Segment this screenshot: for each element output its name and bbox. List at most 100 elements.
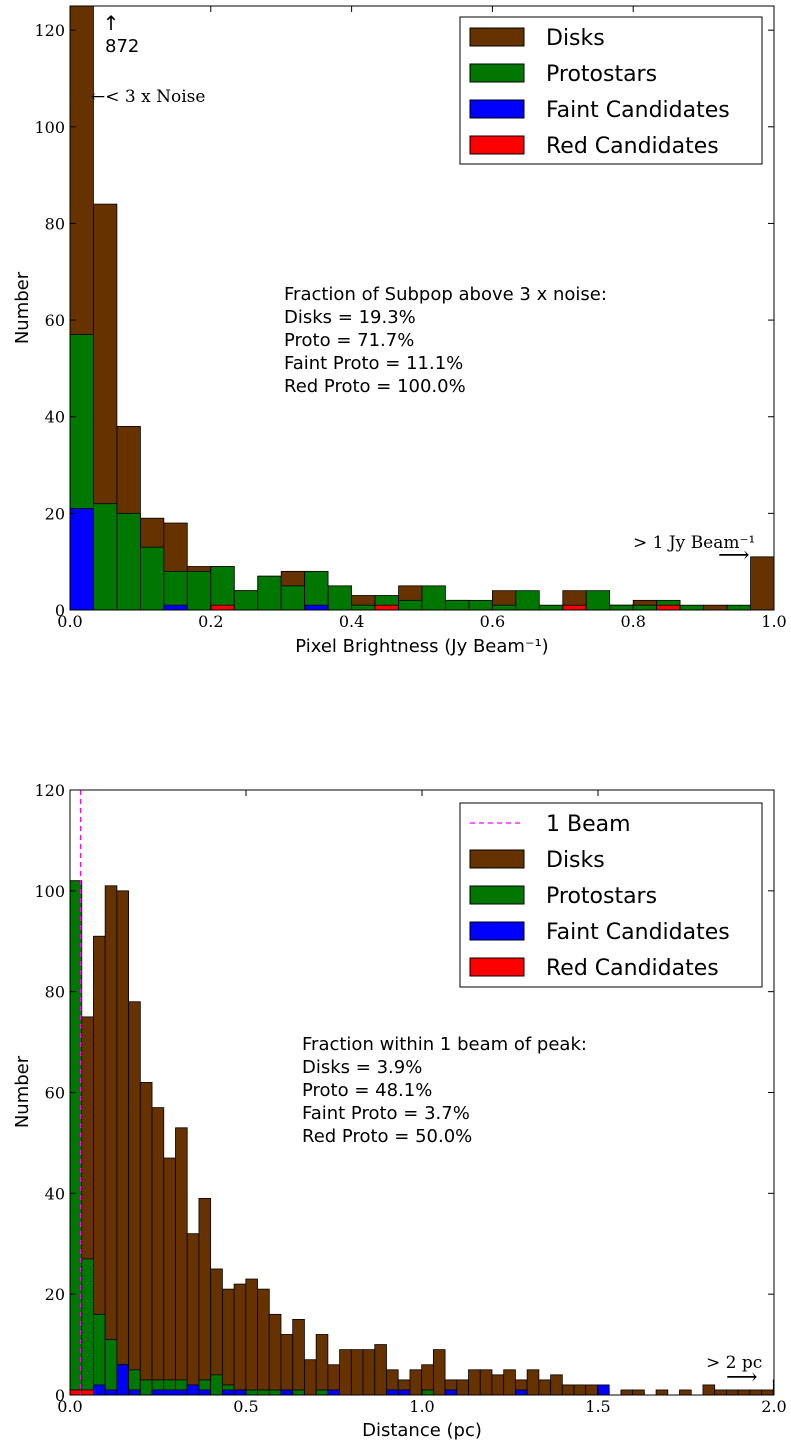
bar-disks <box>116 890 130 1396</box>
bar-protostars <box>257 1389 270 1396</box>
bar-disks <box>749 1389 762 1396</box>
legend-label: Disks <box>546 848 605 873</box>
fraction-line: Disks = 3.9% <box>302 1057 422 1078</box>
bar-faint-candidates <box>69 508 94 611</box>
legend-label: Faint Candidates <box>546 98 730 123</box>
bar-faint-candidates <box>128 1389 141 1396</box>
bar-protostars <box>585 590 611 611</box>
bar-protostars <box>186 570 212 611</box>
bar-protostars <box>93 503 118 611</box>
bar-faint-candidates <box>116 1364 130 1396</box>
bar-disks <box>151 1107 165 1396</box>
bar-protostars <box>210 566 235 611</box>
y-tick-label: 80 <box>45 983 65 1002</box>
fraction-line: Fraction within 1 beam of peak: <box>302 1034 587 1055</box>
bar-disks <box>479 1369 493 1396</box>
bar-disks <box>175 1127 188 1396</box>
tick-marks <box>69 789 775 1396</box>
fraction-line: Proto = 71.7% <box>284 330 414 351</box>
bar-protostars <box>421 1389 434 1396</box>
legend-swatch-protostars <box>469 885 525 905</box>
bar-disks <box>280 1334 294 1396</box>
bar-protostars <box>609 604 634 611</box>
bar-faint-candidates <box>93 1384 106 1396</box>
bar-protostars <box>116 512 141 611</box>
fraction-line: Faint Proto = 3.7% <box>302 1103 470 1124</box>
bar-disks <box>432 1349 446 1396</box>
bar-protostars <box>81 1258 94 1396</box>
legend: 1 Beam Disks Protostars Faint Candidates… <box>459 802 763 988</box>
bar-disks <box>163 1157 176 1396</box>
bar-faint-candidates <box>397 1389 411 1396</box>
bar-faint-candidates <box>186 1384 200 1396</box>
fraction-text: Fraction within 1 beam of peak: Disks = … <box>302 1034 587 1147</box>
bar-disks <box>292 1318 305 1396</box>
bar-disks <box>726 1389 739 1396</box>
overflow-arrow-icon: ↑ <box>103 11 120 35</box>
distance-histogram: 0.0 0.5 1.0 1.5 2.0 0 20 40 60 80 100 120 Distance … <box>12 781 787 1441</box>
bar-disks <box>761 1389 774 1396</box>
legend-label: Protostars <box>546 884 657 909</box>
noise-annotation: ←< 3 x Noise <box>91 87 205 107</box>
legend-swatch-faint <box>469 921 525 941</box>
bar-disks <box>350 1349 364 1396</box>
y-tick-label: 80 <box>45 214 65 233</box>
bar-disks <box>702 1384 716 1396</box>
bar-disks <box>714 1389 727 1396</box>
bar-disks <box>550 1374 563 1396</box>
bar-protostars <box>104 1339 118 1396</box>
bar-protostars <box>351 604 376 611</box>
bar-faint-candidates <box>386 1389 399 1396</box>
bar-disks <box>456 1379 469 1396</box>
x-tick-label: 0.8 <box>620 612 645 631</box>
bar-disks <box>573 1384 587 1396</box>
fraction-line: Red Proto = 50.0% <box>302 1126 472 1147</box>
bar-protostars <box>210 1374 223 1396</box>
bar-faint-candidates <box>198 1389 212 1396</box>
tick-labels: 0.0 0.5 1.0 1.5 2.0 0 20 40 60 80 100 120 <box>34 781 786 1416</box>
tick-marks <box>69 6 775 611</box>
plot-frame <box>69 5 775 611</box>
bar-protostars <box>327 585 353 611</box>
y-tick-label: 120 <box>34 21 65 40</box>
x-tick-label: 0.4 <box>339 612 364 631</box>
bar-disks <box>339 1349 352 1396</box>
bar-protostars <box>292 1389 305 1396</box>
bar-faint-candidates <box>515 1389 528 1396</box>
legend-swatch-protostars <box>469 63 525 83</box>
y-tick-label: 120 <box>34 781 65 800</box>
x-tick-label: 0.0 <box>57 1397 82 1416</box>
bar-faint-candidates <box>151 1389 165 1396</box>
x-axis-label: Distance (pc) <box>362 1420 482 1441</box>
y-tick-label: 100 <box>34 118 65 137</box>
y-tick-label: 60 <box>45 1084 65 1103</box>
bar-disks <box>374 1344 387 1396</box>
bar-disks <box>409 1369 423 1396</box>
legend-swatch-red <box>469 957 525 977</box>
bar-protostars <box>245 1389 258 1396</box>
bar-disks <box>655 1389 669 1396</box>
bar-red-candidates <box>81 1389 94 1396</box>
bar-protostars <box>632 604 658 611</box>
bar-red-candidates <box>210 604 235 611</box>
fraction-line: Fraction of Subpop above 3 x noise: <box>284 284 607 305</box>
bar-disks <box>186 1233 200 1396</box>
bar-faint-candidates <box>221 1389 235 1396</box>
y-axis-label: Number <box>12 1055 33 1128</box>
bar-red-candidates <box>656 604 681 611</box>
y-tick-label: 40 <box>45 408 65 427</box>
fraction-text: Fraction of Subpop above 3 x noise: Disk… <box>284 284 607 397</box>
bar-disks <box>526 1369 540 1396</box>
bar-protostars <box>69 880 83 1396</box>
over-range-label: > 1 Jy Beam⁻¹ <box>633 533 755 553</box>
bar-protostars <box>139 546 165 611</box>
bar-protostars <box>93 1313 106 1396</box>
bar-protostars <box>726 604 751 611</box>
legend-swatch-disks <box>469 27 525 47</box>
bar-disks <box>503 1369 516 1396</box>
bar-faint-candidates <box>233 1389 247 1396</box>
tick-labels: 0.0 0.2 0.4 0.6 0.8 1.0 0 20 40 60 80 100 120 <box>34 21 786 631</box>
bar-protostars <box>679 604 704 611</box>
bar-protostars <box>515 590 540 611</box>
bar-red-candidates <box>562 604 587 611</box>
